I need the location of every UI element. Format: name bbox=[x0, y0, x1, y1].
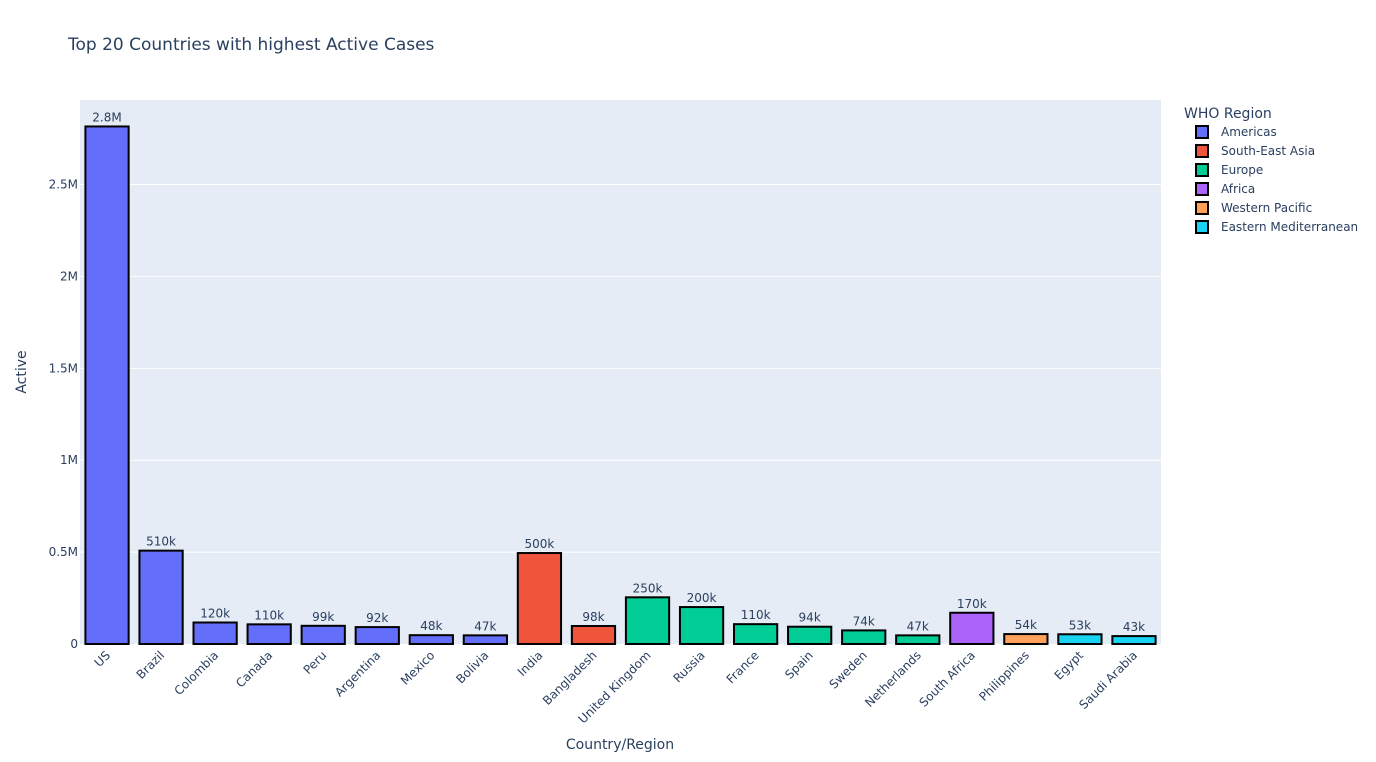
legend-item-label[interactable]: Europe bbox=[1221, 163, 1263, 177]
x-tick-label: Spain bbox=[782, 648, 816, 682]
bar[interactable] bbox=[624, 596, 671, 646]
x-tick-label: Brazil bbox=[134, 648, 168, 682]
bar-data-label: 43k bbox=[1123, 620, 1145, 634]
bars bbox=[84, 125, 1157, 646]
x-tick-label: Mexico bbox=[398, 648, 438, 688]
x-tick-label: Sweden bbox=[826, 648, 869, 691]
x-tick-label: France bbox=[724, 648, 762, 686]
bar[interactable] bbox=[787, 625, 833, 645]
legend-item-label[interactable]: Eastern Mediterranean bbox=[1221, 220, 1358, 234]
bar-data-label: 120k bbox=[200, 607, 230, 621]
bar[interactable] bbox=[1057, 633, 1103, 646]
bar[interactable] bbox=[949, 611, 995, 646]
bar-data-label: 47k bbox=[907, 619, 929, 633]
bar-data-label: 98k bbox=[582, 610, 604, 624]
bar-data-label: 92k bbox=[366, 611, 388, 625]
bar-data-label: 500k bbox=[524, 537, 554, 551]
bar[interactable] bbox=[570, 624, 617, 645]
bar-data-label: 110k bbox=[254, 608, 284, 622]
y-tick-label: 1.5M bbox=[49, 361, 78, 375]
y-axis-ticks: 0 0.5M 1M 1.5M 2M 2.5M bbox=[49, 178, 78, 651]
legend-title: WHO Region bbox=[1184, 106, 1272, 122]
bar[interactable] bbox=[462, 634, 508, 645]
legend-swatch[interactable] bbox=[1195, 163, 1209, 177]
legend-swatch[interactable] bbox=[1195, 201, 1209, 215]
bar[interactable] bbox=[1111, 635, 1157, 645]
bar[interactable] bbox=[733, 623, 779, 646]
bar[interactable] bbox=[516, 552, 563, 646]
bar-data-labels: 2.8M 510k 120k 110k 99k 92k 48k 47k 500k 98k 250k 2… bbox=[92, 110, 1145, 634]
bar-data-label: 250k bbox=[633, 581, 663, 595]
legend-item-label[interactable]: Western Pacific bbox=[1221, 201, 1312, 215]
legend-item-label[interactable]: Africa bbox=[1221, 182, 1255, 196]
legend: WHO Region Americas South-East Asia Europe… bbox=[1184, 106, 1358, 234]
x-tick-label: Bolivia bbox=[453, 648, 491, 686]
x-tick-label: Egypt bbox=[1052, 648, 1087, 683]
legend-item-label[interactable]: South-East Asia bbox=[1221, 144, 1315, 158]
bar-data-label: 54k bbox=[1015, 618, 1037, 632]
chart-title: Top 20 Countries with highest Active Cas… bbox=[67, 35, 435, 55]
legend-swatch[interactable] bbox=[1195, 182, 1209, 196]
x-tick-label: Peru bbox=[301, 648, 330, 677]
x-axis-ticks: US Brazil Colombia Canada Peru Argentina Mexic… bbox=[92, 648, 1140, 726]
bar-data-label: 2.8M bbox=[92, 110, 121, 124]
y-axis-title: Active bbox=[14, 350, 30, 393]
x-tick-label: Russia bbox=[670, 648, 707, 685]
bar-data-label: 170k bbox=[957, 597, 987, 611]
bar[interactable] bbox=[408, 634, 454, 645]
bar-data-label: 53k bbox=[1069, 618, 1091, 632]
bar-data-label: 510k bbox=[146, 535, 176, 549]
y-tick-label: 2M bbox=[60, 269, 78, 283]
bar-data-label: 110k bbox=[741, 608, 771, 622]
bar[interactable] bbox=[841, 629, 887, 646]
x-tick-label: South Africa bbox=[916, 648, 977, 709]
x-tick-label: Netherlands bbox=[862, 648, 924, 710]
bar[interactable] bbox=[678, 606, 725, 645]
bar-data-label: 47k bbox=[474, 619, 496, 633]
legend-swatch[interactable] bbox=[1195, 220, 1209, 234]
y-tick-label: 0.5M bbox=[49, 545, 78, 559]
bar[interactable] bbox=[895, 634, 941, 645]
y-tick-label: 2.5M bbox=[49, 178, 78, 192]
bar-data-label: 74k bbox=[853, 614, 875, 628]
bar[interactable] bbox=[246, 623, 292, 646]
bar[interactable] bbox=[1003, 633, 1049, 646]
gridlines bbox=[80, 184, 1161, 553]
bar-data-label: 200k bbox=[687, 591, 717, 605]
bar[interactable] bbox=[138, 549, 184, 646]
x-tick-label: Bangladesh bbox=[540, 648, 600, 708]
x-axis-title: Country/Region bbox=[566, 737, 674, 753]
x-tick-label: US bbox=[92, 648, 114, 670]
bar-data-label: 94k bbox=[799, 611, 821, 625]
x-tick-label: Philippines bbox=[976, 648, 1032, 704]
x-tick-label: Canada bbox=[233, 648, 275, 690]
bar-data-label: 99k bbox=[312, 610, 334, 624]
x-tick-label: Colombia bbox=[171, 648, 221, 698]
bar[interactable] bbox=[84, 125, 130, 645]
bar[interactable] bbox=[192, 621, 238, 645]
plot-area bbox=[80, 100, 1161, 644]
bar-data-label: 48k bbox=[420, 619, 442, 633]
x-tick-label: Argentina bbox=[332, 648, 383, 699]
legend-item-label[interactable]: Americas bbox=[1221, 125, 1277, 139]
bar[interactable] bbox=[300, 624, 346, 645]
bar[interactable] bbox=[354, 626, 400, 646]
legend-swatch[interactable] bbox=[1195, 125, 1209, 139]
y-tick-label: 0 bbox=[70, 637, 78, 651]
x-tick-label: India bbox=[515, 648, 546, 679]
x-tick-label: Saudi Arabia bbox=[1076, 648, 1140, 712]
y-tick-label: 1M bbox=[60, 453, 78, 467]
legend-swatch[interactable] bbox=[1195, 144, 1209, 158]
